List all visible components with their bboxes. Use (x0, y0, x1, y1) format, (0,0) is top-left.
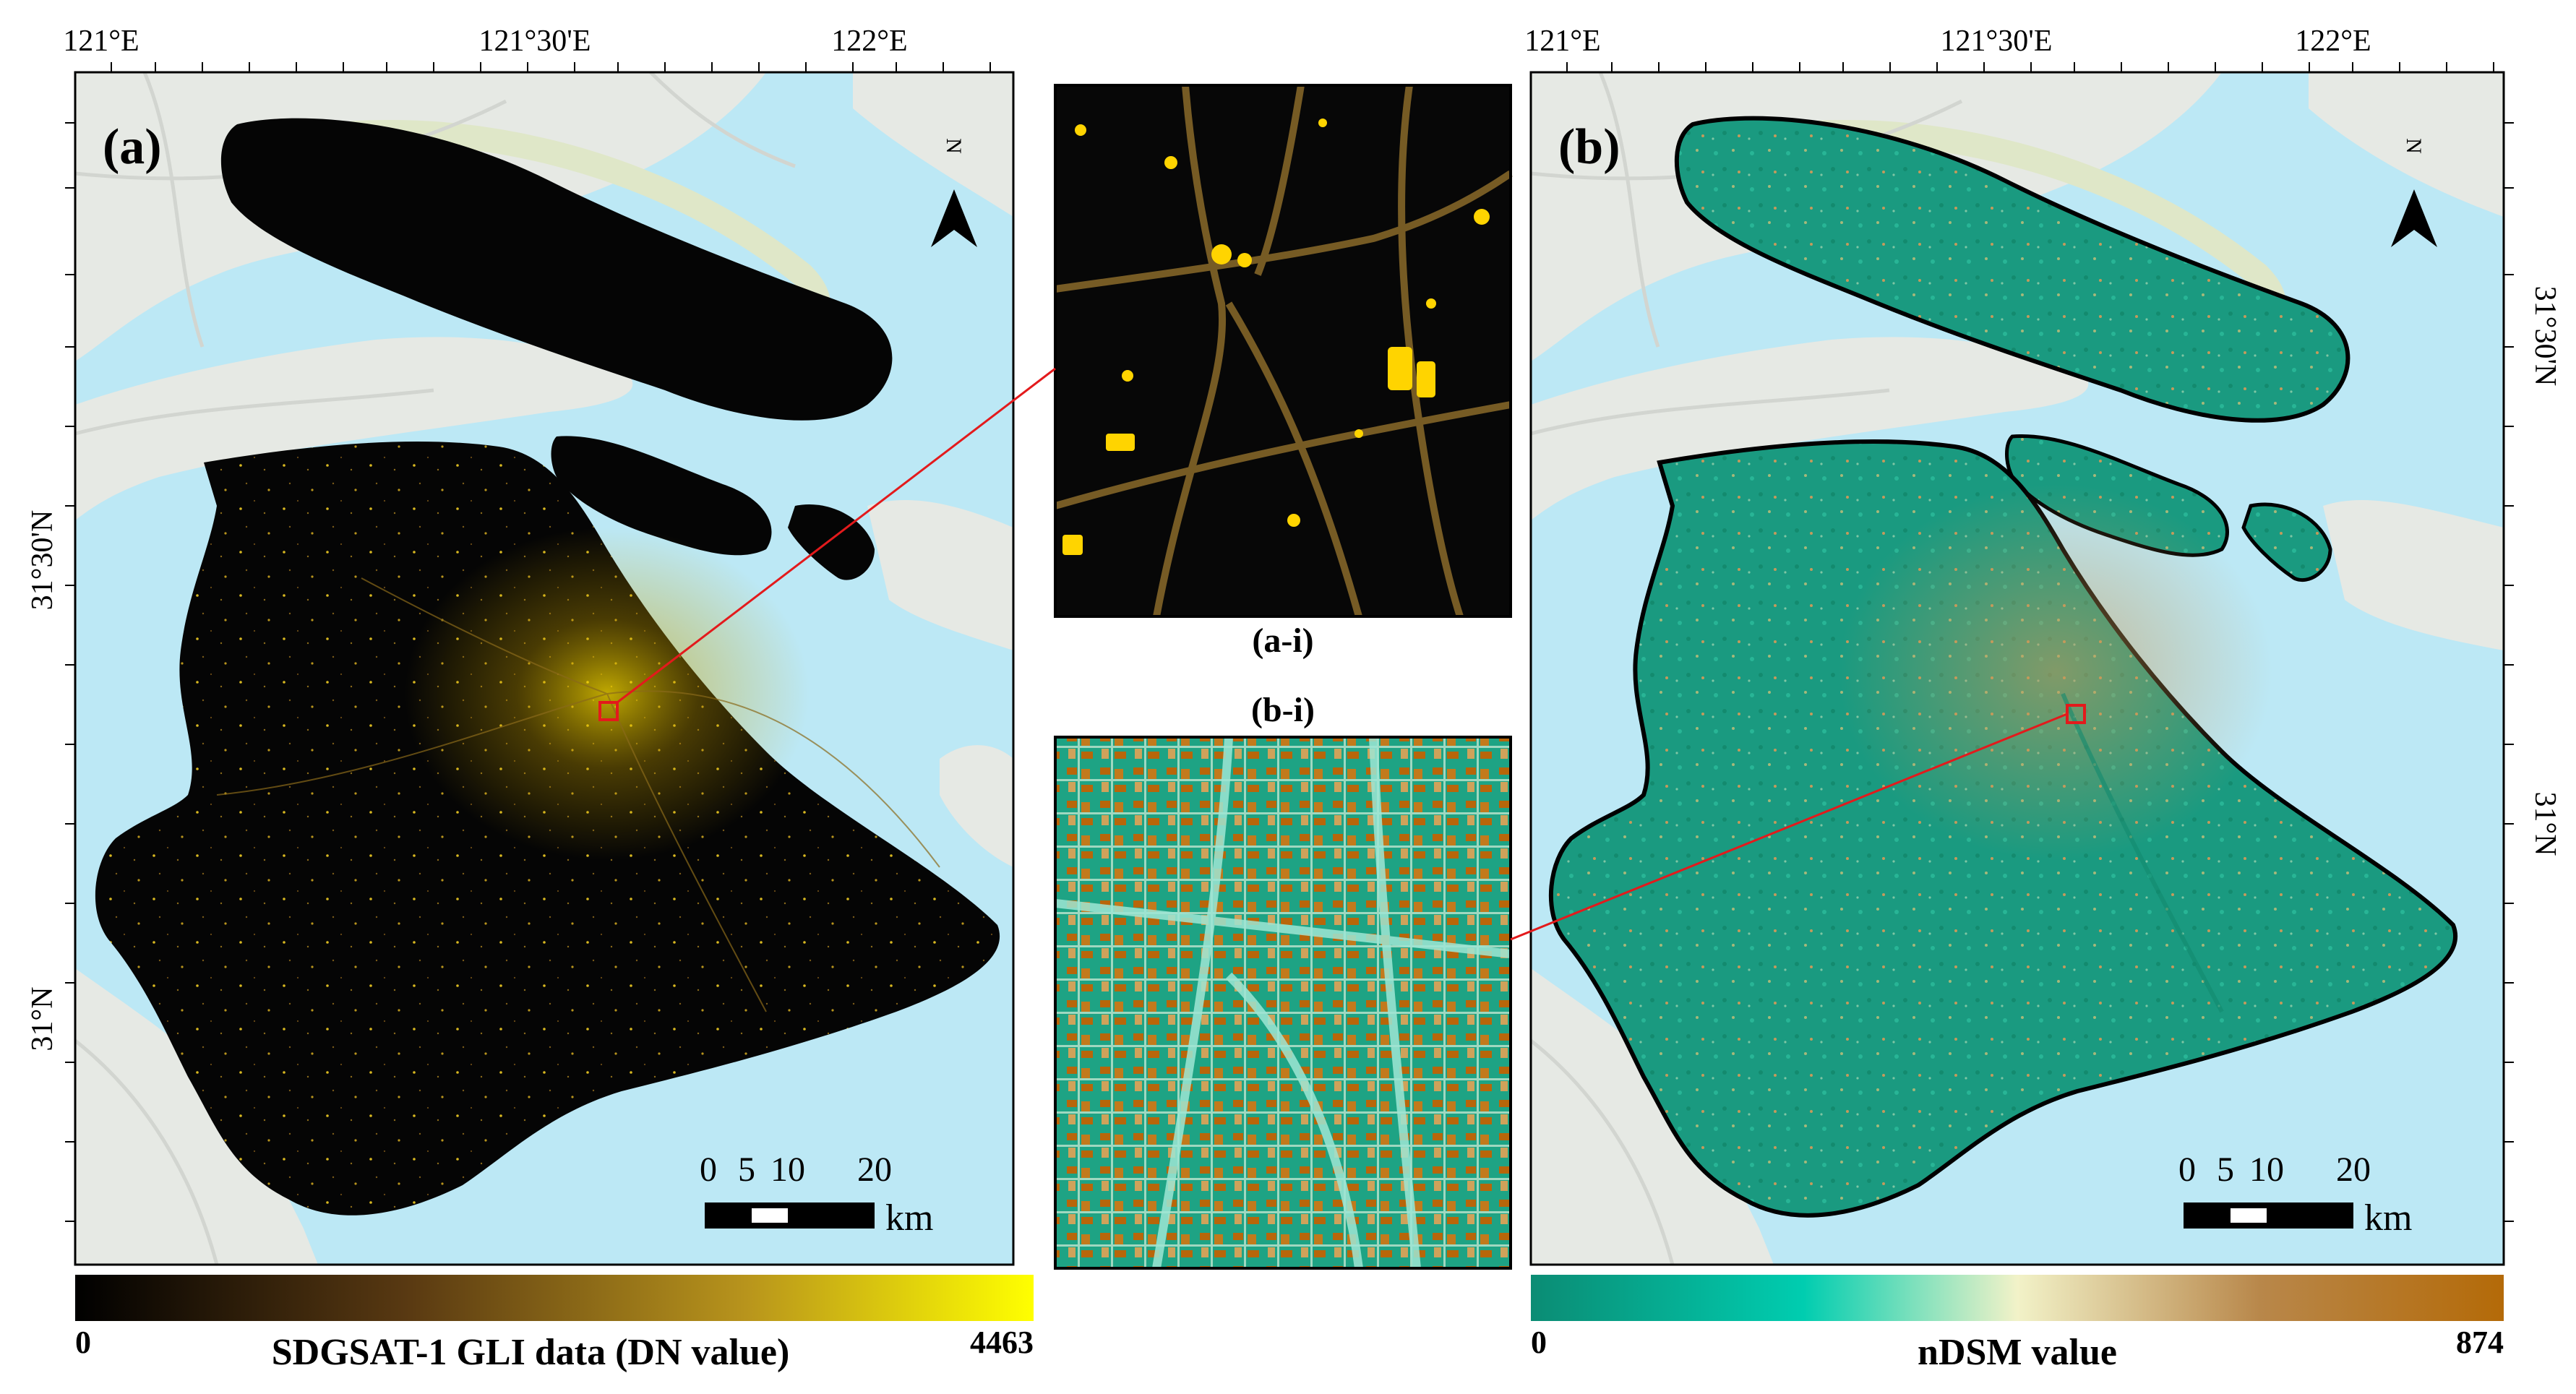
lon-label-122e-a: 122°E (831, 25, 907, 58)
scale-bar-b: 0 5 10 20 km (2178, 1150, 2412, 1239)
lat-label-31-30n-a: 31°30'N (26, 510, 59, 611)
inset-b-image (1055, 737, 1511, 1268)
lon-label-121e-a: 121°E (63, 25, 139, 58)
lat-label-31n-a: 31°N (26, 986, 59, 1051)
scale-unit-b: km (2364, 1197, 2412, 1239)
link-line-a (617, 367, 1056, 704)
colorbar-b-gradient (1531, 1275, 2504, 1321)
panel-a-light-roads (216, 577, 940, 1012)
panel-a-axis-labels: 121°E 121°30'E 122°E 31°30'N 31°N (26, 25, 908, 1051)
inset-a-frame (1054, 84, 1512, 618)
urban-core-b (1839, 484, 2272, 860)
inset-b-roads (1055, 736, 1511, 1269)
study-area-box-a[interactable] (598, 701, 619, 721)
colorbar-a-max: 4463 (970, 1325, 1034, 1360)
inset-a-roads (1054, 85, 1513, 618)
scale-bar-a: 0 5 10 20 km (700, 1150, 933, 1239)
scale-tick-20-a: 20 (857, 1150, 892, 1189)
panel-a-graticule (65, 62, 991, 1222)
panel-b-axis-labels: 121°E 121°30'E 122°E 31°30'N 31°N (1524, 25, 2562, 856)
inset-b-frame (1054, 736, 1512, 1270)
scale-tick-20-b: 20 (2336, 1150, 2371, 1189)
colorbar-b: 0 874 nDSM value (1531, 1275, 2504, 1373)
lon-label-121-30e-a: 121°30'E (478, 25, 591, 58)
inset-a-i (1054, 84, 1513, 618)
lat-label-31-30n-b: 31°30'N (2528, 286, 2562, 387)
panel-a-map (65, 62, 1015, 1266)
panel-b-graticule (1566, 62, 2514, 1222)
scale-tick-10-b: 10 (2249, 1150, 2284, 1189)
colorbar-a-title: SDGSAT-1 GLI data (DN value) (272, 1332, 790, 1373)
inset-b-label: (b-i) (1251, 691, 1315, 729)
scale-tick-5-a: 5 (738, 1150, 755, 1189)
panel-b-label: (b) (1558, 119, 1620, 175)
panel-a-label: (a) (103, 119, 162, 175)
inset-a-lights (1062, 119, 1490, 555)
lon-label-121e-b: 121°E (1524, 25, 1600, 58)
north-letter-a: N (942, 138, 966, 154)
colorbar-a-min: 0 (75, 1325, 91, 1360)
huangpu-river-b (2061, 692, 2224, 1013)
scale-tick-5-b: 5 (2217, 1150, 2234, 1189)
colorbar-a-gradient (75, 1275, 1034, 1321)
lat-label-31n-b: 31°N (2528, 791, 2562, 856)
scale-tick-0-a: 0 (700, 1150, 717, 1189)
colorbar-b-title: nDSM value (1918, 1332, 2117, 1373)
colorbar-a: 0 4463 SDGSAT-1 GLI data (DN value) (75, 1275, 1034, 1373)
north-arrow-b: N (2391, 138, 2437, 247)
lon-label-122e-b: 122°E (2295, 25, 2371, 58)
scale-tick-10-a: 10 (770, 1150, 805, 1189)
scale-unit-a: km (885, 1197, 933, 1239)
inset-b-i (1054, 736, 1512, 1270)
link-line-b (1510, 713, 2068, 941)
scale-tick-0-b: 0 (2178, 1150, 2196, 1189)
panel-b-frame (1529, 71, 2505, 1266)
panel-a-frame (74, 71, 1015, 1266)
north-arrow-icon-a (931, 189, 977, 247)
colorbar-b-min: 0 (1531, 1325, 1547, 1360)
north-arrow-icon-b (2391, 189, 2437, 247)
lon-label-121-30e-b: 121°30'E (1940, 25, 2052, 58)
north-letter-b: N (2402, 138, 2426, 154)
panel-b-map (1529, 62, 2514, 1266)
inset-a-label: (a-i) (1252, 621, 1313, 660)
north-arrow-a: N (931, 138, 977, 247)
colorbar-b-max: 874 (2456, 1325, 2504, 1360)
